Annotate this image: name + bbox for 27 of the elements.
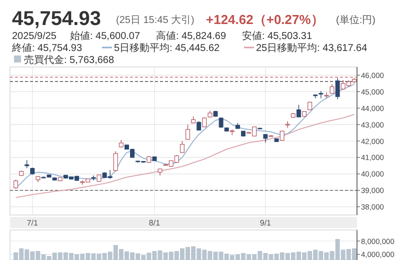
text: 終値: 45,754.93 — [11, 42, 82, 54]
legend-label: 25日移動平均: 43,617.64 — [256, 42, 368, 54]
candlestick — [335, 78, 340, 100]
line-series — [15, 114, 355, 198]
candlestick — [91, 175, 96, 181]
text: 2025/9/25 — [12, 31, 57, 42]
x-tick-label: 9/1 — [260, 218, 272, 228]
chart-subtitle: (25日 15:45 大引) — [116, 14, 194, 26]
x-tick-label: 7/1 — [26, 218, 39, 228]
text: 高値: 45,824.69 — [156, 30, 226, 42]
text: 安値: 45,503.31 — [242, 30, 312, 42]
candlestick — [318, 90, 324, 99]
text: (単位:円) — [336, 14, 376, 26]
candlestick — [296, 104, 301, 118]
candlestick — [186, 124, 190, 140]
candlestick — [196, 120, 202, 131]
candlestick — [14, 179, 18, 190]
candlestick — [113, 150, 118, 172]
x-tick-label: 8/1 — [148, 218, 161, 228]
legend-label: 売買代金: 5,763,668 — [24, 54, 114, 66]
candlestick — [218, 117, 224, 128]
legend-label: 5日移動平均: 45,445.62 — [114, 42, 220, 54]
candlestick — [180, 140, 184, 154]
text: +124.62（+0.27%） — [206, 12, 324, 27]
chart-title: 45,754.93 — [12, 8, 101, 30]
text: 始値: 45,600.07 — [70, 30, 140, 42]
candlestick — [324, 92, 329, 99]
